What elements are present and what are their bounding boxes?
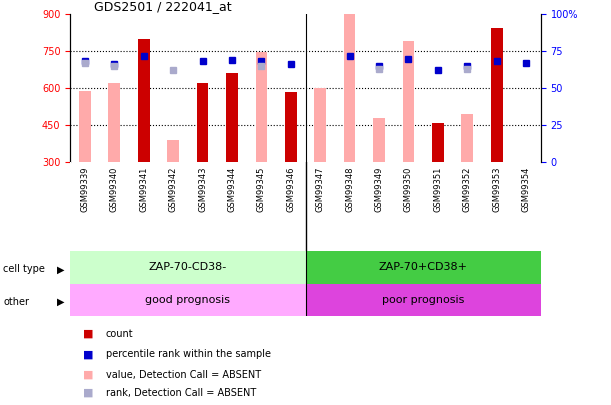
Text: GSM99344: GSM99344 (227, 166, 236, 212)
Bar (138, 39, 150, 162)
Text: count: count (106, 329, 133, 339)
Text: GSM99343: GSM99343 (198, 166, 207, 212)
Text: ▶: ▶ (57, 297, 64, 307)
Text: ■: ■ (82, 350, 93, 359)
Text: GSM99340: GSM99340 (110, 166, 119, 212)
Text: ■: ■ (82, 329, 93, 339)
Text: rank, Detection Call = ABSENT: rank, Detection Call = ABSENT (106, 388, 256, 398)
Text: GSM99345: GSM99345 (257, 166, 266, 212)
Text: GSM99339: GSM99339 (81, 166, 89, 212)
Text: poor prognosis: poor prognosis (382, 295, 464, 305)
Text: GSM99342: GSM99342 (169, 166, 178, 212)
Text: GSM99354: GSM99354 (522, 166, 530, 212)
Text: percentile rank within the sample: percentile rank within the sample (106, 350, 271, 359)
Bar (491, 28, 502, 162)
Text: GSM99348: GSM99348 (345, 166, 354, 212)
Text: GSM99351: GSM99351 (433, 166, 442, 212)
Bar (314, 88, 326, 162)
Text: GSM99352: GSM99352 (463, 166, 472, 212)
Bar (373, 117, 385, 162)
Text: ■: ■ (82, 388, 93, 398)
Text: ▶: ▶ (57, 264, 64, 274)
Bar (285, 92, 297, 162)
Text: ■: ■ (82, 370, 93, 379)
Bar (70, 284, 306, 316)
Bar (109, 83, 120, 162)
Text: GSM99346: GSM99346 (287, 166, 295, 212)
Bar (432, 123, 444, 162)
Bar (306, 251, 541, 284)
Text: GSM99349: GSM99349 (375, 166, 384, 212)
Bar (306, 284, 541, 316)
Bar (255, 52, 267, 162)
Bar (226, 73, 238, 162)
Text: GSM99350: GSM99350 (404, 166, 413, 212)
Bar (197, 83, 208, 162)
Text: other: other (3, 297, 29, 307)
Text: cell type: cell type (3, 264, 45, 274)
Bar (79, 91, 91, 162)
Text: good prognosis: good prognosis (145, 295, 230, 305)
Text: GSM99341: GSM99341 (139, 166, 148, 212)
Text: ZAP-70+CD38+: ZAP-70+CD38+ (379, 262, 467, 272)
Bar (344, 13, 356, 162)
Text: GDS2501 / 222041_at: GDS2501 / 222041_at (94, 0, 232, 13)
Bar (167, 140, 179, 162)
Text: GSM99353: GSM99353 (492, 166, 501, 212)
Text: value, Detection Call = ABSENT: value, Detection Call = ABSENT (106, 370, 261, 379)
Text: GSM99347: GSM99347 (316, 166, 324, 212)
Bar (403, 41, 414, 162)
Bar (461, 114, 473, 162)
Text: ZAP-70-CD38-: ZAP-70-CD38- (148, 262, 227, 272)
Bar (70, 251, 306, 284)
